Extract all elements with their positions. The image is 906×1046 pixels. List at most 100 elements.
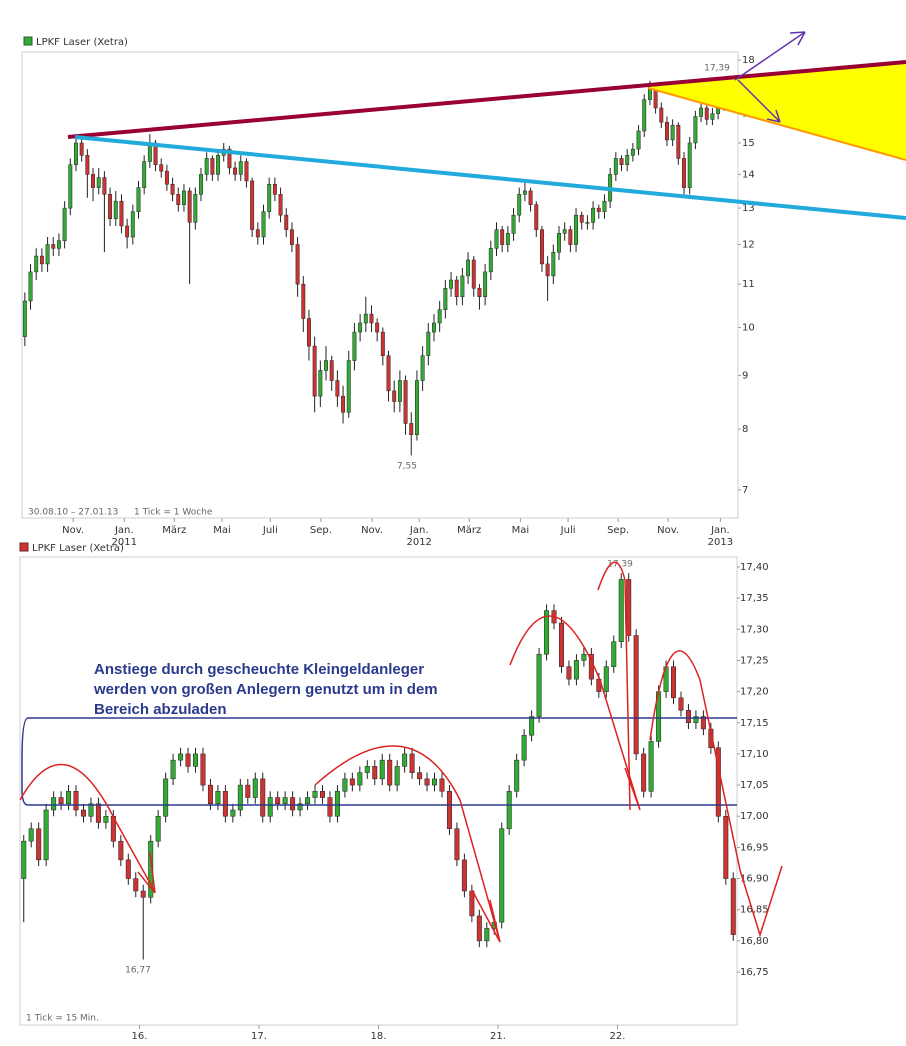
candle-body <box>409 753 415 773</box>
candle-body <box>460 275 465 297</box>
trend-line <box>67 60 906 139</box>
candle-body <box>380 331 385 356</box>
candle-body <box>341 395 346 413</box>
y-tick-label: 7 <box>742 485 748 496</box>
candle-body <box>142 161 147 188</box>
candle-body <box>469 890 475 917</box>
candle-body <box>437 309 442 324</box>
candle-body <box>665 121 669 141</box>
candle-body <box>603 666 609 692</box>
y-tick-label: 16,90 <box>740 874 769 885</box>
candle-body <box>113 200 118 219</box>
candle-body <box>334 791 340 817</box>
candle-body <box>133 878 139 892</box>
candle-body <box>204 158 209 175</box>
candle-body <box>723 815 729 879</box>
annotation-line: Bereich abzuladen <box>94 701 227 718</box>
candle-body <box>21 840 27 879</box>
annotation-line: werden von großen Anlegern genutzt um in… <box>93 681 438 698</box>
candle-body <box>730 878 736 935</box>
candle-body <box>403 380 408 424</box>
x-tick-label: Sep. <box>607 525 629 536</box>
candle-body <box>699 107 704 117</box>
y-tick-label: 18 <box>742 55 755 66</box>
candle-body <box>648 741 654 792</box>
x-tick-label: 17. <box>251 1031 267 1042</box>
candle-body <box>238 161 243 175</box>
candle-body <box>659 107 664 123</box>
candle-body <box>562 229 567 234</box>
x-year-label: 2013 <box>708 537 733 548</box>
y-tick-label: 13 <box>742 203 755 214</box>
candle-body <box>505 233 510 245</box>
candle-body <box>230 809 236 817</box>
arrow <box>737 79 781 123</box>
y-tick-label: 17,00 <box>740 811 769 822</box>
candle-body <box>573 660 579 680</box>
trend-line <box>74 135 906 220</box>
candle-body <box>364 766 370 773</box>
candle-body <box>45 244 50 265</box>
candle-body <box>484 928 490 942</box>
candle-body <box>626 579 632 636</box>
candle-body <box>51 797 57 811</box>
candle-body <box>58 797 64 805</box>
candle-body <box>372 766 378 780</box>
candle-body <box>446 791 452 829</box>
candle-body <box>181 190 186 205</box>
candle-body <box>66 791 72 805</box>
candle-body <box>88 803 94 817</box>
candle-body <box>710 113 715 120</box>
y-tick-label: 17,20 <box>740 687 769 698</box>
candle-body <box>432 322 436 333</box>
candle-body <box>678 697 684 711</box>
plot-frame <box>19 556 738 1026</box>
candle-body <box>85 155 90 175</box>
candle-body <box>319 791 325 798</box>
legend-swatch <box>19 542 29 552</box>
candle-body <box>517 194 522 216</box>
candle-body <box>176 194 181 205</box>
candle-body <box>245 784 251 798</box>
candle-body <box>534 204 539 230</box>
candle-body <box>119 200 124 227</box>
y-tick-label: 15 <box>742 138 755 149</box>
candle-body <box>439 778 445 792</box>
annotation-line: Anstiege durch gescheuchte Kleingeldanle… <box>94 661 424 678</box>
y-tick-label: 17,10 <box>740 749 769 760</box>
candle-body <box>28 828 34 842</box>
candle-body <box>125 859 131 879</box>
candle-body <box>630 148 635 156</box>
candle-body <box>43 809 49 861</box>
candle-body <box>528 190 533 205</box>
candle-body <box>301 283 306 319</box>
x-tick-label: Nov. <box>62 525 84 536</box>
candle-body <box>36 828 42 861</box>
candle-body <box>676 124 681 159</box>
candle-body <box>103 815 109 823</box>
x-tick-label: 18. <box>371 1031 387 1042</box>
candle-body <box>386 355 391 392</box>
candle-body <box>307 318 311 347</box>
candle-body <box>461 859 467 892</box>
y-tick-label: 17,25 <box>740 655 769 666</box>
candle-body <box>685 710 691 724</box>
candle-body <box>290 797 296 811</box>
x-tick-label: Jan. <box>409 525 429 536</box>
candle-body <box>424 778 430 786</box>
candle-body <box>409 423 414 436</box>
y-tick-label: 10 <box>742 323 755 334</box>
candle-body <box>329 360 334 381</box>
candle-body <box>611 641 617 667</box>
candle-body <box>335 380 340 397</box>
candle-body <box>267 183 272 212</box>
candle-body <box>545 263 550 277</box>
candle-body <box>199 174 203 195</box>
candle-body <box>56 240 61 249</box>
candle-body <box>700 716 706 730</box>
y-tick-label: 17,40 <box>740 562 769 573</box>
candle-body <box>148 840 154 898</box>
candle-body <box>96 177 101 188</box>
candle-body <box>426 331 431 356</box>
